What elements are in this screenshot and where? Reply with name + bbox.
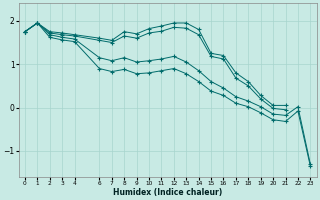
X-axis label: Humidex (Indice chaleur): Humidex (Indice chaleur) — [113, 188, 222, 197]
